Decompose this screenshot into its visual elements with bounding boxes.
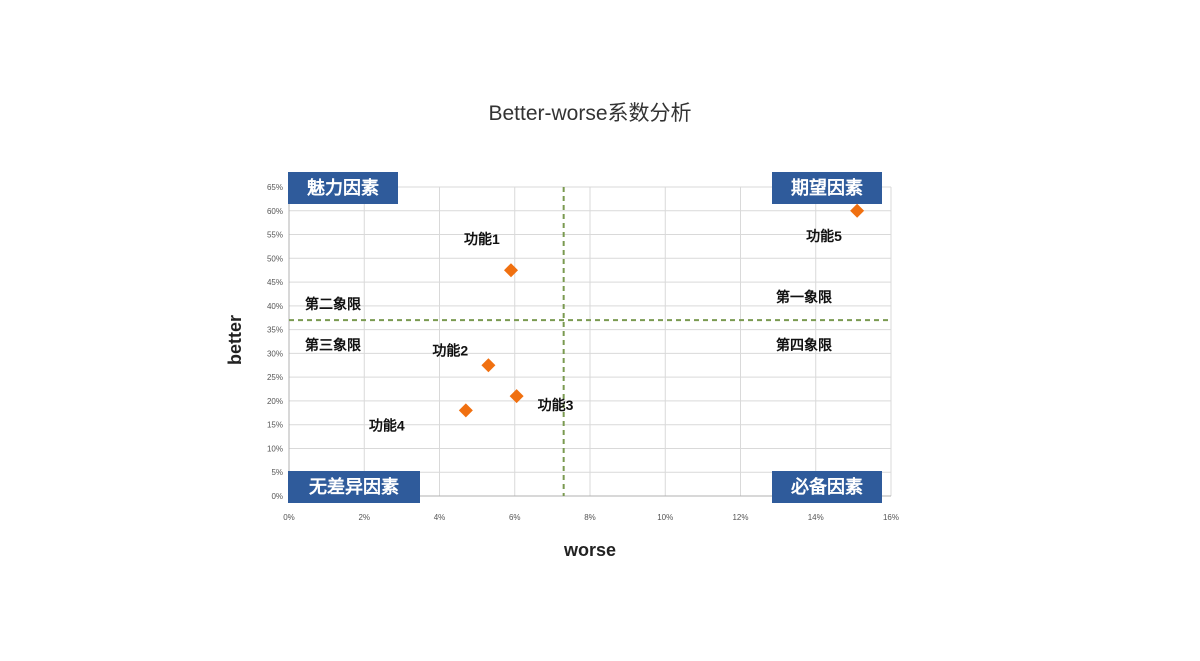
y-tick-label: 15% <box>267 421 283 430</box>
corner-top-right: 期望因素 <box>772 172 882 204</box>
y-tick-label: 5% <box>271 468 283 477</box>
data-point-label: 功能1 <box>464 231 500 247</box>
corner-top-left-box <box>288 172 398 204</box>
x-tick-label: 4% <box>434 513 446 522</box>
y-tick-label: 35% <box>267 326 283 335</box>
y-tick-label: 55% <box>267 231 283 240</box>
x-tick-label: 6% <box>509 513 521 522</box>
corner-bottom-right: 必备因素 <box>772 471 882 503</box>
quadrant-label-2: 第二象限 <box>305 296 361 312</box>
quadrant-label-1: 第一象限 <box>776 289 832 305</box>
corner-bottom-left-box <box>288 471 420 503</box>
x-tick-label: 2% <box>358 513 370 522</box>
corner-top-left: 魅力因素 <box>288 172 398 204</box>
x-tick-label: 16% <box>883 513 899 522</box>
tick-labels: 0% 2% 4% 6% 8% 10% 12% 14% 16% 0% 5% 10% 15% 20% 25% 30… <box>267 183 899 522</box>
y-tick-label: 25% <box>267 373 283 382</box>
corner-top-right-box <box>772 172 882 204</box>
corner-top-left-label: 魅力因素 <box>307 177 379 198</box>
y-tick-label: 10% <box>267 444 283 453</box>
data-point-marker <box>481 358 496 373</box>
data-point-label: 功能2 <box>432 342 468 358</box>
corner-top-right-label: 期望因素 <box>791 177 863 198</box>
quadrant-label-4: 第四象限 <box>776 337 832 353</box>
x-tick-label: 0% <box>283 513 295 522</box>
x-tick-label: 14% <box>808 513 824 522</box>
chart-title: Better-worse系数分析 <box>488 102 691 125</box>
y-tick-label: 65% <box>267 183 283 192</box>
corner-bottom-right-box <box>772 471 882 503</box>
x-axis-title: worse <box>563 540 616 560</box>
data-point-label: 功能5 <box>806 228 842 244</box>
corner-bottom-left: 无差异因素 <box>288 471 420 503</box>
x-tick-label: 8% <box>584 513 596 522</box>
corner-bottom-right-label: 必备因素 <box>790 476 863 497</box>
x-tick-label: 10% <box>657 513 673 522</box>
data-point-label: 功能4 <box>369 417 405 433</box>
y-tick-label: 0% <box>271 492 283 501</box>
y-tick-label: 45% <box>267 278 283 287</box>
data-point-label: 功能3 <box>538 397 574 413</box>
y-tick-label: 20% <box>267 397 283 406</box>
data-point-marker <box>850 203 865 218</box>
x-tick-label: 12% <box>732 513 748 522</box>
y-tick-label: 60% <box>267 207 283 216</box>
y-tick-label: 50% <box>267 254 283 263</box>
corner-bottom-left-label: 无差异因素 <box>309 476 399 497</box>
y-axis-title: better <box>225 315 245 365</box>
data-point-marker <box>503 263 518 278</box>
data-point-marker <box>509 389 524 404</box>
quadrant-label-3: 第三象限 <box>305 337 361 353</box>
y-tick-label: 30% <box>267 349 283 358</box>
reference-lines <box>289 187 891 496</box>
data-points: 功能1 功能2 功能3 功能4 功能5 <box>369 203 865 433</box>
data-point-marker <box>458 403 473 418</box>
y-tick-label: 40% <box>267 302 283 311</box>
